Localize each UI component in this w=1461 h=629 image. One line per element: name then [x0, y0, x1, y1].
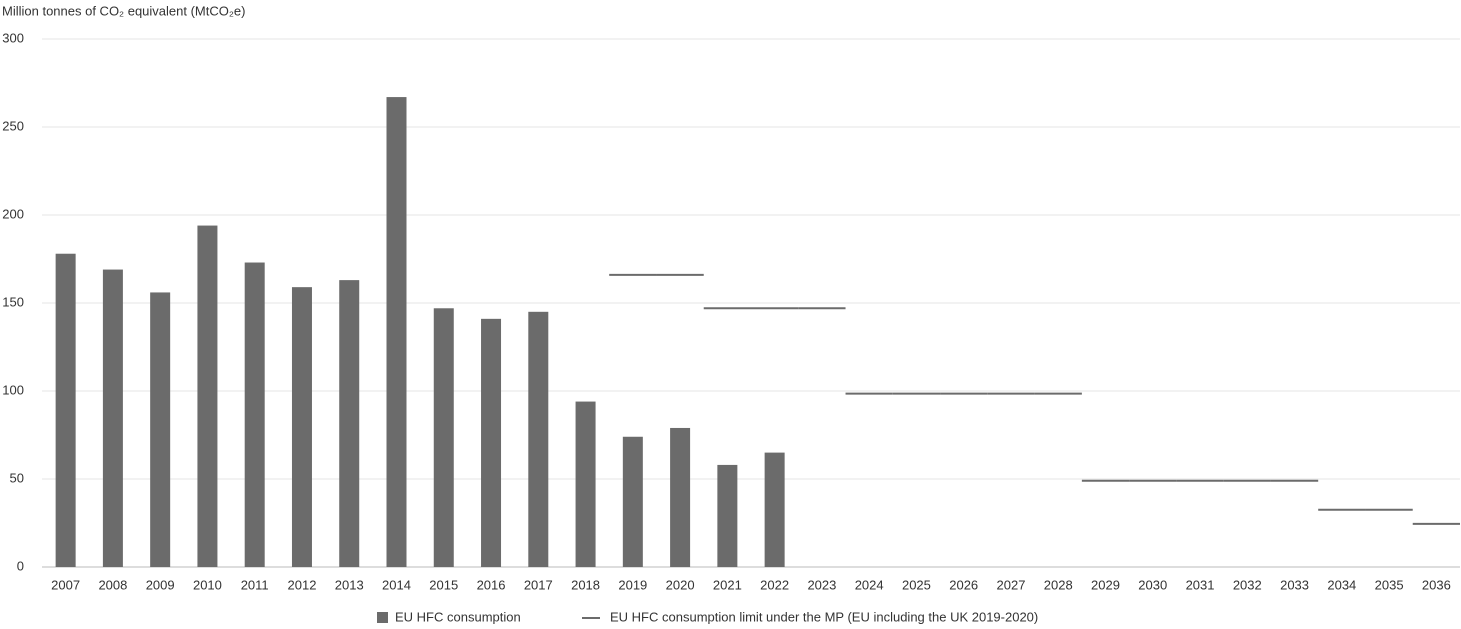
x-tick-label: 2024: [855, 577, 884, 592]
x-tick-label: 2034: [1327, 577, 1356, 592]
bar: [575, 401, 596, 567]
legend-label: EU HFC consumption limit under the MP (E…: [610, 609, 1038, 624]
x-tick-label: 2031: [1186, 577, 1215, 592]
bar: [764, 452, 785, 567]
x-tick-label: 2028: [1044, 577, 1073, 592]
x-tick-label: 2023: [807, 577, 836, 592]
x-tick-label: 2020: [666, 577, 695, 592]
x-tick-label: 2026: [949, 577, 978, 592]
bar: [150, 292, 171, 567]
bar: [55, 253, 76, 567]
bar: [670, 427, 691, 567]
x-tick-label: 2015: [429, 577, 458, 592]
x-tick-label: 2007: [51, 577, 80, 592]
x-tick-label: 2033: [1280, 577, 1309, 592]
x-tick-label: 2025: [902, 577, 931, 592]
x-tick-label: 2032: [1233, 577, 1262, 592]
x-tick-label: 2016: [477, 577, 506, 592]
y-axis-title: Million tonnes of CO₂ equivalent (MtCO₂e…: [2, 3, 245, 18]
y-tick-label: 200: [2, 206, 24, 221]
x-tick-label: 2012: [288, 577, 317, 592]
x-tick-label: 2019: [618, 577, 647, 592]
y-tick-label: 150: [2, 294, 24, 309]
y-tick-label: 250: [2, 118, 24, 133]
bar: [622, 436, 643, 567]
bar: [244, 262, 265, 567]
x-tick-label: 2022: [760, 577, 789, 592]
x-tick-label: 2021: [713, 577, 742, 592]
x-tick-label: 2017: [524, 577, 553, 592]
y-tick-label: 0: [17, 558, 24, 573]
x-tick-label: 2027: [997, 577, 1026, 592]
x-tick-label: 2011: [241, 577, 269, 592]
bar: [197, 225, 218, 567]
x-tick-label: 2014: [382, 577, 411, 592]
legend-swatch: [377, 612, 388, 623]
bar: [102, 269, 123, 567]
legend-label: EU HFC consumption: [395, 609, 521, 624]
x-tick-label: 2035: [1375, 577, 1404, 592]
bar: [339, 280, 360, 567]
x-tick-label: 2008: [98, 577, 127, 592]
x-tick-label: 2036: [1422, 577, 1451, 592]
bar: [291, 287, 312, 567]
bar: [717, 464, 738, 567]
x-tick-label: 2009: [146, 577, 175, 592]
bar: [386, 97, 407, 567]
y-tick-label: 100: [2, 382, 24, 397]
x-tick-label: 2030: [1138, 577, 1167, 592]
bar: [528, 311, 549, 567]
y-tick-label: 300: [2, 30, 24, 45]
bar: [481, 318, 502, 567]
x-tick-label: 2013: [335, 577, 364, 592]
x-tick-label: 2018: [571, 577, 600, 592]
x-tick-label: 2029: [1091, 577, 1120, 592]
bar: [433, 308, 454, 567]
x-tick-label: 2010: [193, 577, 222, 592]
y-tick-label: 50: [10, 470, 24, 485]
